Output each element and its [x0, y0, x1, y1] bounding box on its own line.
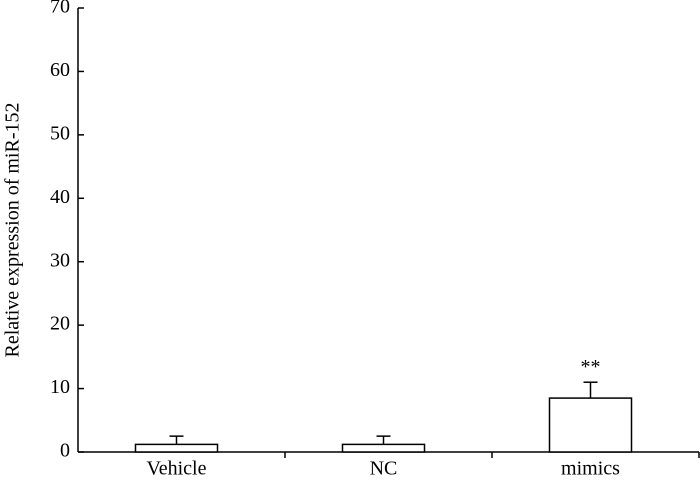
y-tick-label: 10: [50, 376, 70, 398]
y-tick-label: 60: [50, 59, 70, 81]
y-tick-label: 0: [60, 440, 70, 462]
y-tick-label: 70: [50, 0, 70, 18]
x-tick-label: mimics: [561, 458, 620, 480]
bar: [134, 443, 219, 453]
bar: [548, 397, 633, 453]
x-tick-label: Vehicle: [147, 458, 207, 480]
y-tick-label: 50: [50, 122, 70, 144]
y-tick-label: 40: [50, 186, 70, 208]
x-tick-label: NC: [370, 458, 398, 480]
y-tick-label: 20: [50, 313, 70, 335]
y-axis-label: Relative expression of miR-152: [2, 103, 24, 358]
significance-annotation: **: [581, 356, 601, 378]
y-tick-label: 30: [50, 249, 70, 271]
bar: [341, 443, 426, 453]
